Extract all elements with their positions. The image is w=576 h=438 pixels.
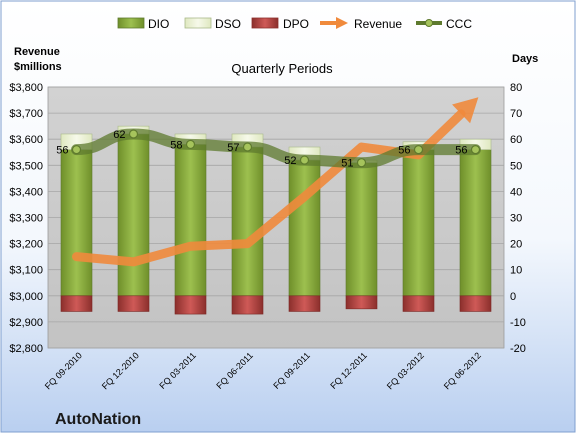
ccc-point [470,145,481,155]
right-axis-tick-label: 20 [510,239,522,251]
ccc-data-label: 56 [56,145,68,157]
right-axis-tick-label: -20 [510,343,526,355]
legend-label-dso: DSO [215,17,241,31]
left-axis: $2,800 $2,900 $3,000 $3,100 $3,200 $3,300 $3,4… [9,82,43,355]
left-axis-tick-label: $3,600 [9,134,43,146]
ccc-point [299,155,310,165]
chart-title: Quarterly Periods [231,61,333,76]
left-axis-tick-label: $3,500 [9,160,43,172]
right-axis-tick-label: 30 [510,213,522,225]
left-axis-tick-label: $3,800 [9,82,43,94]
right-axis-tick-label: 80 [510,82,522,94]
ccc-data-label: 56 [398,145,410,157]
bar-dio [117,133,150,297]
left-axis-tick-label: $3,400 [9,186,43,198]
bar-dpo [459,295,492,312]
left-axis-title-line2: $millions [14,61,62,73]
ccc-data-label: 57 [227,142,239,154]
right-axis-tick-label: 70 [510,108,522,120]
bar-dpo [174,295,207,315]
ccc-point [185,139,196,150]
legend-swatch-ccc [416,19,442,27]
ccc-point [242,142,253,152]
left-axis-tick-label: $3,200 [9,239,43,251]
left-axis-tick-label: $3,100 [9,265,43,277]
ccc-data-label: 62 [113,129,125,141]
right-axis-tick-label: -10 [510,317,526,329]
right-axis-title: Days [512,53,538,65]
right-axis-tick-label: 40 [510,186,522,198]
left-axis-tick-label: $2,800 [9,343,43,355]
ccc-data-label: 52 [284,155,296,167]
legend-swatch-revenue [320,17,348,29]
bar-dpo [117,295,150,312]
bar-dpo [345,295,378,310]
ccc-point [128,129,139,139]
legend: DIO DSO DPO Revenue CCC [117,17,472,31]
ccc-data-label: 58 [170,139,182,151]
right-axis-tick-label: 0 [510,291,516,303]
bar-dpo [288,295,321,312]
ccc-data-label: 56 [455,145,467,157]
bar-dpo [402,295,435,312]
legend-label-dpo: DPO [283,17,309,31]
revenue-arrowhead [452,97,479,124]
right-axis: -20 -10 0 10 20 30 40 50 60 70 80 [510,82,526,355]
legend-swatch-dso [184,17,212,29]
legend-label-revenue: Revenue [354,17,402,31]
ccc-point [356,158,367,168]
bar-dio [174,144,207,297]
bar-dio [402,149,435,297]
legend-label-dio: DIO [148,17,169,31]
right-axis-tick-label: 60 [510,134,522,146]
bar-dpo [60,295,93,312]
bar-dpo [231,295,264,315]
ccc-point [71,145,82,155]
legend-label-ccc: CCC [446,17,472,31]
bar-dio [231,146,264,297]
legend-swatch-dio [117,17,145,29]
left-axis-tick-label: $3,300 [9,213,43,225]
ccc-point [413,145,424,155]
ccc-data-label: 51 [341,158,353,170]
bar-dio [60,149,93,297]
ccc-layer: 56 62 58 57 52 51 56 56 [56,128,481,170]
right-axis-tick-label: 50 [510,160,522,172]
left-axis-tick-label: $2,900 [9,317,43,329]
bar-dio [345,162,378,297]
legend-swatch-dpo [251,17,279,29]
left-axis-tick-label: $3,700 [9,108,43,120]
bar-dio [459,149,492,297]
company-name: AutoNation [55,411,141,428]
left-axis-title-line1: Revenue [14,46,60,58]
right-axis-tick-label: 10 [510,265,522,277]
left-axis-tick-label: $3,000 [9,291,43,303]
bar-dio [288,159,321,297]
